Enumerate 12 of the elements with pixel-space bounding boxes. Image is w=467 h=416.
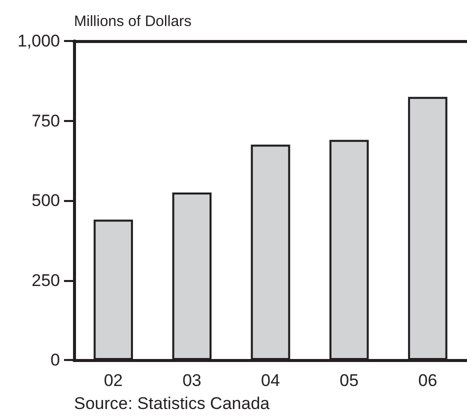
x-tick-label: 06 (418, 371, 438, 390)
x-tick-label: 04 (261, 371, 280, 390)
x-tick-label: 02 (104, 371, 123, 390)
source-note: Source: Statistics Canada (74, 394, 270, 413)
y-tick-label: 0 (50, 350, 60, 370)
y-tick-label: 250 (32, 270, 60, 290)
y-tick-label: 750 (32, 111, 60, 130)
y-tick-label: 1,000 (17, 32, 60, 50)
y-tick-label: 500 (32, 191, 60, 210)
x-tick-label: 05 (340, 371, 359, 390)
x-tick-label: 03 (182, 371, 202, 390)
y-axis-title: Millions of Dollars (74, 13, 192, 30)
